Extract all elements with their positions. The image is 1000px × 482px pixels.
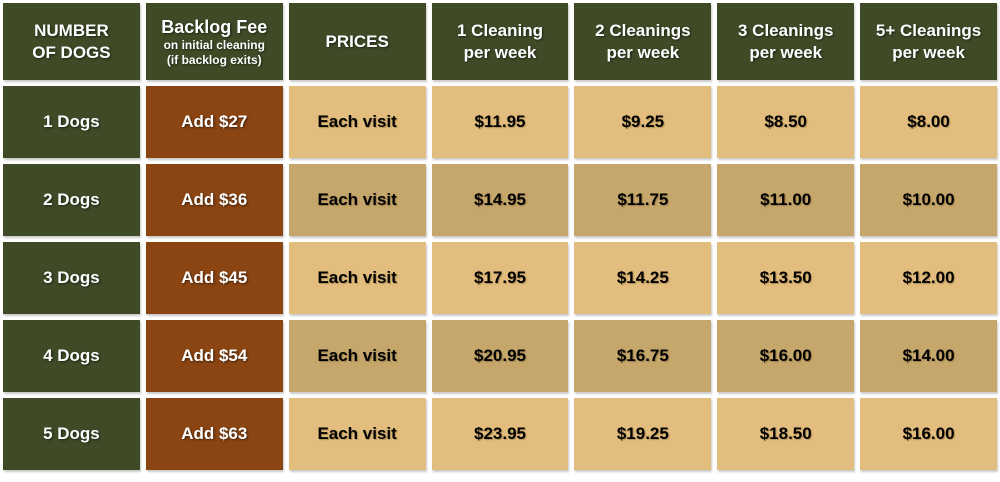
dogs-cell-row3: 3 Dogs [3,242,140,314]
header-line: 2 Cleanings [595,21,691,41]
price-cell-row3-2wk: $14.25 [574,242,712,314]
header-subtitle: on initial cleaning [163,38,265,53]
header-line: per week [606,42,680,62]
price-cell-row2-5wk: $10.00 [860,164,997,236]
price-cell-row5-2wk: $19.25 [574,398,712,470]
dogs-cell-row5: 5 Dogs [3,398,140,470]
header-prices: PRICES [288,3,426,80]
dogs-cell-row1: 1 Dogs [3,86,140,158]
header-title: PRICES [325,31,389,51]
price-cell-row2-2wk: $11.75 [574,164,712,236]
price-cell-row1-2wk: $9.25 [574,86,712,158]
dogs-cell-row4: 4 Dogs [3,320,140,392]
price-cell-row1-3wk: $8.50 [717,86,855,158]
header-line: 5+ Cleanings [875,21,982,41]
price-cell-row3-5wk: $12.00 [860,242,997,314]
price-cell-row1-1wk: $11.95 [431,86,569,158]
header-title: Backlog Fee [161,16,268,37]
header-1-cleaning-per-week: 1 Cleaning per week [431,3,569,80]
visit-label-cell-row5: Each visit [288,398,426,470]
header-number-of-dogs: NUMBER OF DOGS [3,3,140,80]
price-cell-row2-1wk: $14.95 [431,164,569,236]
header-5plus-cleanings-per-week: 5+ Cleanings per week [860,3,997,80]
header-2-cleanings-per-week: 2 Cleanings per week [574,3,712,80]
header-line: per week [463,42,537,62]
backlog-fee-cell-row2: Add $36 [145,164,283,236]
header-backlog-fee: Backlog Fee on initial cleaning (if back… [145,3,283,80]
price-cell-row2-3wk: $11.00 [717,164,855,236]
price-cell-row5-3wk: $18.50 [717,398,855,470]
price-cell-row5-5wk: $16.00 [860,398,997,470]
dogs-cell-row2: 2 Dogs [3,164,140,236]
backlog-fee-cell-row4: Add $54 [145,320,283,392]
visit-label-cell-row4: Each visit [288,320,426,392]
backlog-fee-cell-row3: Add $45 [145,242,283,314]
header-subtitle: (if backlog exits) [166,52,262,67]
header-3-cleanings-per-week: 3 Cleanings per week [717,3,855,80]
backlog-fee-cell-row1: Add $27 [145,86,283,158]
price-cell-row4-2wk: $16.75 [574,320,712,392]
price-cell-row5-1wk: $23.95 [431,398,569,470]
header-line: 1 Cleaning [457,21,543,41]
header-line: NUMBER [34,21,109,41]
price-cell-row3-3wk: $13.50 [717,242,855,314]
price-cell-row4-5wk: $14.00 [860,320,997,392]
header-line: per week [749,42,823,62]
backlog-fee-cell-row5: Add $63 [145,398,283,470]
price-cell-row4-1wk: $20.95 [431,320,569,392]
price-cell-row1-5wk: $8.00 [860,86,997,158]
visit-label-cell-row1: Each visit [288,86,426,158]
price-cell-row3-1wk: $17.95 [431,242,569,314]
visit-label-cell-row3: Each visit [288,242,426,314]
header-line: per week [892,42,965,62]
price-cell-row4-3wk: $16.00 [717,320,855,392]
header-line: OF DOGS [32,42,111,62]
header-line: 3 Cleanings [738,21,834,41]
visit-label-cell-row2: Each visit [288,164,426,236]
